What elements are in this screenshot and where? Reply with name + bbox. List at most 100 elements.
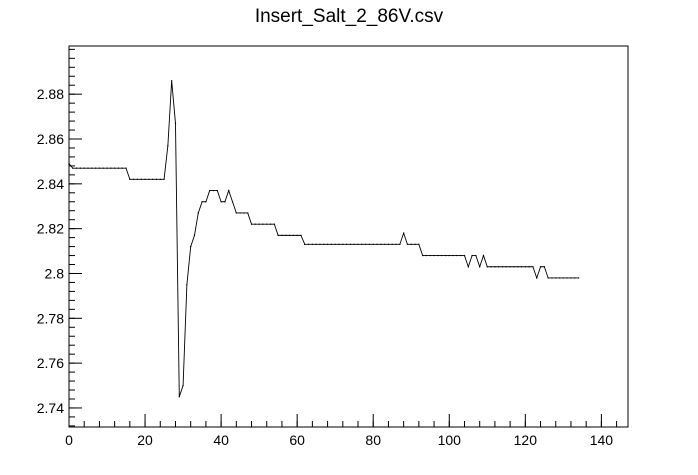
data-point (106, 167, 108, 169)
data-point (471, 254, 473, 257)
data-point (315, 243, 317, 245)
x-tick-label: 20 (137, 432, 153, 448)
data-point (121, 167, 123, 169)
data-point (384, 243, 386, 245)
data-point (220, 201, 222, 203)
data-point (171, 80, 173, 82)
data-point (380, 243, 382, 245)
data-point (376, 243, 378, 245)
data-point (224, 201, 226, 203)
data-point (254, 223, 256, 225)
chart-title: Insert_Salt_2_86V.csv (254, 6, 444, 27)
data-point (517, 266, 519, 268)
x-tick-label: 80 (365, 432, 381, 448)
y-tick-label: 2.74 (37, 400, 64, 416)
data-point (311, 243, 313, 245)
data-point (98, 167, 101, 169)
data-point (532, 266, 534, 268)
data-point (148, 178, 150, 180)
y-tick-label: 2.82 (37, 221, 64, 237)
data-point (209, 189, 211, 192)
data-point (342, 243, 344, 245)
data-point (452, 254, 454, 257)
data-point (307, 243, 310, 245)
data-point (201, 201, 203, 203)
data-point (193, 234, 196, 236)
data-point (501, 266, 504, 268)
data-point (326, 243, 329, 245)
data-point (269, 223, 272, 225)
data-point (486, 266, 488, 268)
x-tick-label: 140 (590, 432, 614, 448)
data-point (448, 254, 450, 257)
data-point (159, 178, 161, 180)
data-point (110, 167, 112, 169)
data-point (129, 178, 131, 180)
data-point (498, 266, 500, 268)
data-point (258, 223, 260, 225)
data-point (186, 284, 188, 286)
data-point (570, 277, 572, 279)
x-tick-label: 40 (213, 432, 229, 448)
data-point (528, 266, 530, 268)
data-point (87, 167, 89, 169)
data-point (296, 234, 298, 236)
data-point (190, 245, 192, 248)
data-point (505, 266, 507, 268)
data-point (95, 167, 97, 169)
data-point (463, 254, 466, 257)
data-point (395, 243, 397, 245)
data-point (490, 266, 492, 268)
data-point (425, 254, 428, 257)
data-point (509, 266, 511, 268)
data-point (361, 243, 363, 245)
data-point (239, 212, 241, 214)
x-tick-label: 60 (289, 432, 305, 448)
y-tick-label: 2.84 (37, 176, 64, 192)
data-point (441, 254, 443, 257)
data-point (79, 167, 82, 169)
data-point (197, 212, 199, 214)
data-point (574, 277, 576, 279)
data-point (235, 212, 237, 214)
data-point (174, 122, 177, 124)
data-point (76, 167, 78, 169)
data-point (155, 178, 158, 180)
y-tick-label: 2.8 (45, 265, 65, 281)
data-point (247, 212, 249, 214)
data-point (467, 266, 469, 268)
data-point (460, 254, 462, 257)
data-point (437, 254, 439, 257)
data-point (418, 243, 420, 245)
x-tick-label: 120 (514, 432, 538, 448)
data-point (520, 266, 523, 268)
data-point (566, 277, 568, 279)
data-point (368, 243, 371, 245)
data-point (429, 254, 431, 257)
x-tick-label: 100 (438, 432, 462, 448)
data-point (273, 223, 275, 225)
data-point (353, 243, 355, 245)
data-point (577, 277, 580, 279)
data-point (562, 277, 564, 279)
data-point (539, 266, 542, 268)
data-point (152, 178, 154, 180)
data-point (250, 223, 253, 225)
data-point (288, 234, 291, 236)
data-point (231, 201, 234, 203)
y-tick-label: 2.76 (37, 355, 64, 371)
data-point (323, 243, 325, 245)
data-point (536, 277, 538, 279)
data-point (114, 167, 116, 169)
data-point (68, 163, 70, 165)
data-point (133, 178, 135, 180)
x-tick-label: 0 (65, 432, 73, 448)
data-point (387, 243, 390, 245)
data-point (163, 178, 165, 180)
data-point (167, 145, 169, 147)
data-point (410, 243, 412, 245)
data-point (338, 243, 340, 245)
data-point (456, 254, 458, 257)
data-point (266, 223, 268, 225)
